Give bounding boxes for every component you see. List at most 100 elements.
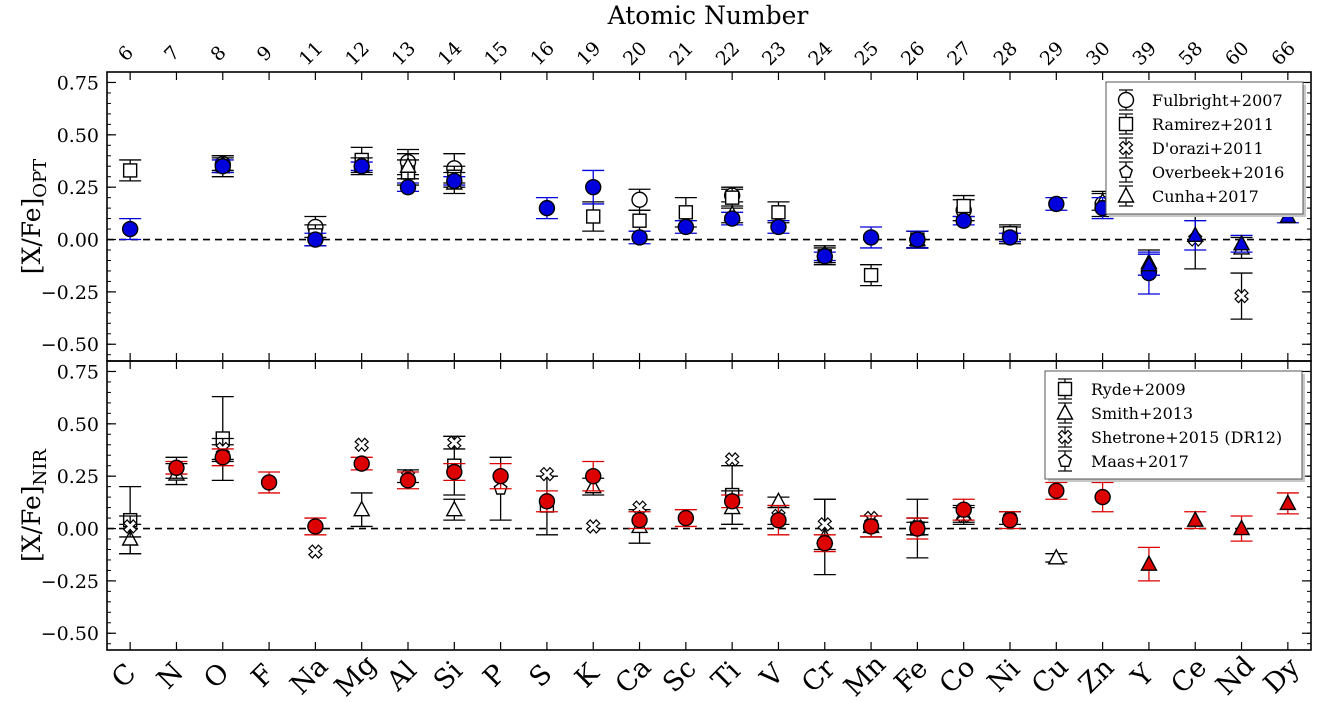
top-axis-title: Atomic Number <box>607 1 809 30</box>
lit-square-marker <box>863 267 879 283</box>
lit-triangle-marker <box>399 156 417 173</box>
y-tick-label: 0.50 <box>57 414 99 436</box>
this-work-circle <box>862 229 880 246</box>
lit-square-marker <box>956 198 971 214</box>
panel-nir: 0.75 0.50 0.25 0.00 −0.25 −0.50 [X/Fe]NIR Ryde+… <box>17 360 1312 651</box>
lit-triangle-marker <box>353 500 371 517</box>
legend-entry-text: Ramirez+2011 <box>1152 115 1274 134</box>
plot-frame <box>106 360 1312 651</box>
this-work-circle <box>214 449 231 466</box>
this-work-circle <box>353 455 370 472</box>
this-work-circle <box>1094 488 1111 506</box>
legend-marker-cross <box>1118 140 1134 156</box>
this-work-circle <box>862 518 880 535</box>
legend-marker-square <box>1118 116 1134 132</box>
this-work-circle <box>492 467 509 485</box>
legend-entry-text: Fulbright+2007 <box>1152 91 1283 110</box>
this-work-circle <box>307 518 324 535</box>
y-axis-label: [X/Fe]NIR <box>17 449 51 562</box>
this-work-circle <box>816 248 833 265</box>
this-work-triangle <box>1279 493 1297 511</box>
y-tick-label: 0.50 <box>57 125 99 147</box>
legend-marker-triangle <box>1117 186 1135 203</box>
y-tick-label: −0.50 <box>41 623 99 645</box>
lit-triangle-marker <box>1047 548 1065 565</box>
this-work-circle <box>446 172 463 190</box>
y-tick-label: −0.50 <box>41 334 99 356</box>
lit-triangle-marker <box>445 500 463 517</box>
legend-entry-text: D'orazi+2011 <box>1152 139 1264 158</box>
legend-nir: Ryde+2009 Smith+2013 Shetrone+2015 (DR12) M… <box>1044 370 1305 482</box>
this-work-circle <box>770 511 787 529</box>
this-work-circle <box>446 463 463 481</box>
this-work-circle <box>585 467 602 485</box>
lit-circle-marker <box>631 191 648 208</box>
lit-square-marker <box>771 205 786 220</box>
this-work-circle <box>955 501 972 518</box>
y-tick-label: 0.75 <box>57 72 99 94</box>
legend-entry-text: Overbeek+2016 <box>1152 163 1284 182</box>
this-work-circle <box>955 212 972 229</box>
legend-entry-text: Ryde+2009 <box>1091 380 1186 399</box>
legend-marker-circle <box>1117 91 1135 109</box>
lit-triangle-marker <box>121 529 139 546</box>
this-work-circle <box>399 178 417 196</box>
this-work-circle <box>723 210 741 227</box>
this-work-circle <box>816 534 833 552</box>
this-work-triangle <box>1186 510 1204 527</box>
lit-square-marker <box>724 190 740 205</box>
lit-cross-marker <box>122 519 138 534</box>
lit-cross-marker <box>446 435 462 451</box>
lit-cross-marker <box>724 452 740 467</box>
lit-square-marker <box>678 205 694 220</box>
this-work-triangle <box>1232 234 1251 251</box>
legend-entry-text: Shetrone+2015 (DR12) <box>1091 428 1282 447</box>
lit-square-marker <box>122 163 138 178</box>
this-work-circle <box>1001 511 1019 529</box>
lit-cross-marker <box>539 466 555 482</box>
lit-cross-marker <box>1234 288 1249 304</box>
this-work-circle <box>307 231 324 248</box>
this-work-triangle <box>1140 255 1158 272</box>
lit-square-marker <box>586 209 601 224</box>
this-work-circle <box>677 509 695 527</box>
this-work-circle <box>631 229 648 246</box>
this-work-circle <box>677 218 695 236</box>
legend-opt: Fulbright+2007 Ramirez+2011 D'orazi+2011 Ov… <box>1105 81 1306 217</box>
panel-opt: 0.75 0.50 0.25 0.00 −0.25 −0.50 [X/Fe]OPT Fulbr… <box>17 71 1312 362</box>
lit-cross-marker <box>817 516 833 532</box>
legend-entry-text: Smith+2013 <box>1091 404 1193 423</box>
legend-entry-text: Maas+2017 <box>1091 452 1189 471</box>
this-work-circle <box>168 459 185 477</box>
this-work-circle <box>723 493 741 510</box>
this-work-circle <box>1048 195 1065 213</box>
this-work-circle <box>909 231 926 248</box>
legend-marker-pentagon <box>1057 453 1073 467</box>
this-work-circle <box>353 158 370 175</box>
y-tick-label: −0.25 <box>41 571 99 593</box>
y-tick-label: 0.25 <box>57 177 99 199</box>
y-tick-label: 0.25 <box>57 466 99 488</box>
legend-marker-triangle <box>1056 403 1074 420</box>
legend-box <box>1105 81 1304 215</box>
lit-cross-marker <box>354 437 370 453</box>
legend-marker-cross <box>1057 429 1073 445</box>
y-axis-label: [X/Fe]OPT <box>17 159 51 274</box>
this-work-circle <box>538 199 556 217</box>
lit-cross-marker <box>585 519 601 534</box>
legend-marker-square <box>1057 381 1073 397</box>
legend-marker-pentagon <box>1118 164 1134 179</box>
this-work-circle <box>260 474 278 491</box>
this-work-triangle <box>1140 554 1158 571</box>
y-tick-label: −0.25 <box>41 282 99 304</box>
this-work-circle <box>399 472 417 489</box>
this-work-circle <box>214 158 231 175</box>
y-tick-label: 0.00 <box>57 230 99 252</box>
lit-square-marker <box>632 213 647 228</box>
this-work-circle <box>631 511 648 529</box>
lit-cross-marker <box>308 544 323 559</box>
legend-box <box>1044 370 1303 480</box>
legend-entry-text: Cunha+2017 <box>1152 187 1259 206</box>
